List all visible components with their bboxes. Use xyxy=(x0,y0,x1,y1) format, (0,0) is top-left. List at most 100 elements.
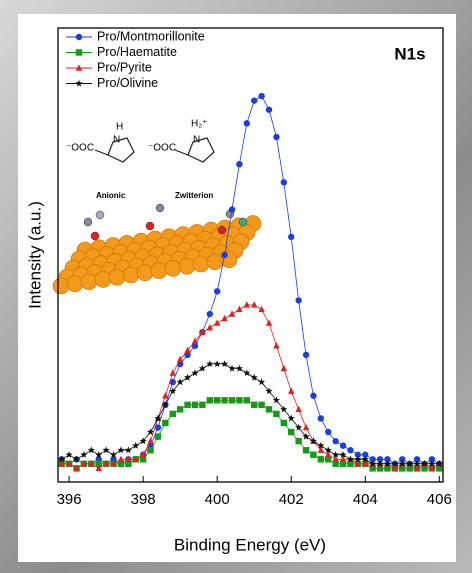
point xyxy=(184,373,192,381)
point xyxy=(206,397,213,404)
inset-text: Zwitterion xyxy=(175,191,213,200)
point xyxy=(162,392,169,399)
inset-text: H xyxy=(116,122,123,133)
point xyxy=(191,401,199,409)
legend-label: Pro/Pyrite xyxy=(97,60,152,74)
point xyxy=(295,297,302,304)
point xyxy=(391,460,399,467)
point xyxy=(354,455,362,463)
point xyxy=(228,397,236,404)
inset-text: Anionic xyxy=(96,191,126,200)
point xyxy=(191,369,199,377)
point xyxy=(221,251,228,259)
point xyxy=(361,455,369,463)
point xyxy=(236,161,243,168)
inset-text: ⁻OOC xyxy=(66,143,94,154)
point xyxy=(184,351,191,359)
point xyxy=(80,460,88,467)
point xyxy=(139,437,147,445)
point xyxy=(236,397,243,404)
point xyxy=(325,456,332,463)
point xyxy=(288,428,295,436)
legend-label: Pro/Haematite xyxy=(97,45,177,59)
point xyxy=(428,460,436,467)
point xyxy=(325,451,332,458)
point xyxy=(88,460,95,467)
point xyxy=(347,460,354,468)
point xyxy=(65,451,73,458)
point xyxy=(243,397,250,404)
point xyxy=(302,447,310,454)
point xyxy=(362,451,369,458)
point xyxy=(317,456,325,463)
point xyxy=(332,455,339,462)
point xyxy=(310,392,317,399)
point xyxy=(325,428,332,436)
point xyxy=(280,364,288,372)
point xyxy=(413,456,421,463)
point xyxy=(420,460,429,467)
point xyxy=(75,64,83,71)
surface-atom xyxy=(164,260,182,277)
point xyxy=(332,460,339,468)
point xyxy=(58,455,66,463)
point xyxy=(310,451,317,458)
point xyxy=(73,464,80,472)
point xyxy=(161,401,169,408)
x-tick-label: 404 xyxy=(353,491,378,508)
point xyxy=(406,465,413,472)
point xyxy=(406,460,414,467)
point xyxy=(235,364,243,372)
point xyxy=(243,369,251,377)
point xyxy=(213,360,221,367)
point xyxy=(95,460,102,468)
point xyxy=(162,419,169,427)
point xyxy=(428,456,436,463)
point xyxy=(398,460,406,467)
point xyxy=(176,378,184,386)
surface-atom xyxy=(52,277,70,295)
annotation: N1s xyxy=(394,44,425,63)
point xyxy=(339,442,347,449)
point xyxy=(258,378,266,386)
point xyxy=(384,456,391,463)
molecule-atom xyxy=(217,225,227,235)
x-tick-label: 400 xyxy=(205,491,230,508)
series-line xyxy=(61,95,440,465)
series-line xyxy=(61,363,440,465)
point xyxy=(302,351,310,359)
molecule-atom xyxy=(90,231,100,241)
point xyxy=(435,460,443,467)
point xyxy=(213,288,221,295)
point xyxy=(265,319,273,326)
surface-atom xyxy=(192,255,210,273)
legend-label: Pro/Olivine xyxy=(97,76,158,90)
point xyxy=(354,460,362,467)
point xyxy=(75,79,83,87)
plot-frame xyxy=(57,27,444,483)
x-tick-label: 398 xyxy=(131,491,156,508)
inset-text: N xyxy=(193,135,200,146)
inset-text: N xyxy=(113,135,120,146)
point xyxy=(332,451,340,458)
point xyxy=(309,437,317,445)
point xyxy=(354,451,362,458)
point xyxy=(117,446,125,454)
point xyxy=(265,106,273,113)
point xyxy=(273,342,280,349)
x-tick-label: 402 xyxy=(279,491,304,508)
inset-text: ⁻OOC xyxy=(148,143,176,154)
point xyxy=(317,441,325,449)
surface-atom xyxy=(80,273,98,290)
point xyxy=(132,441,140,449)
surface-atom xyxy=(206,253,224,271)
point xyxy=(250,373,258,381)
x-tick-label: 406 xyxy=(427,491,452,508)
point xyxy=(362,460,369,467)
surface-atom xyxy=(122,266,140,284)
point xyxy=(384,465,391,472)
point xyxy=(302,423,310,431)
point xyxy=(295,437,302,445)
